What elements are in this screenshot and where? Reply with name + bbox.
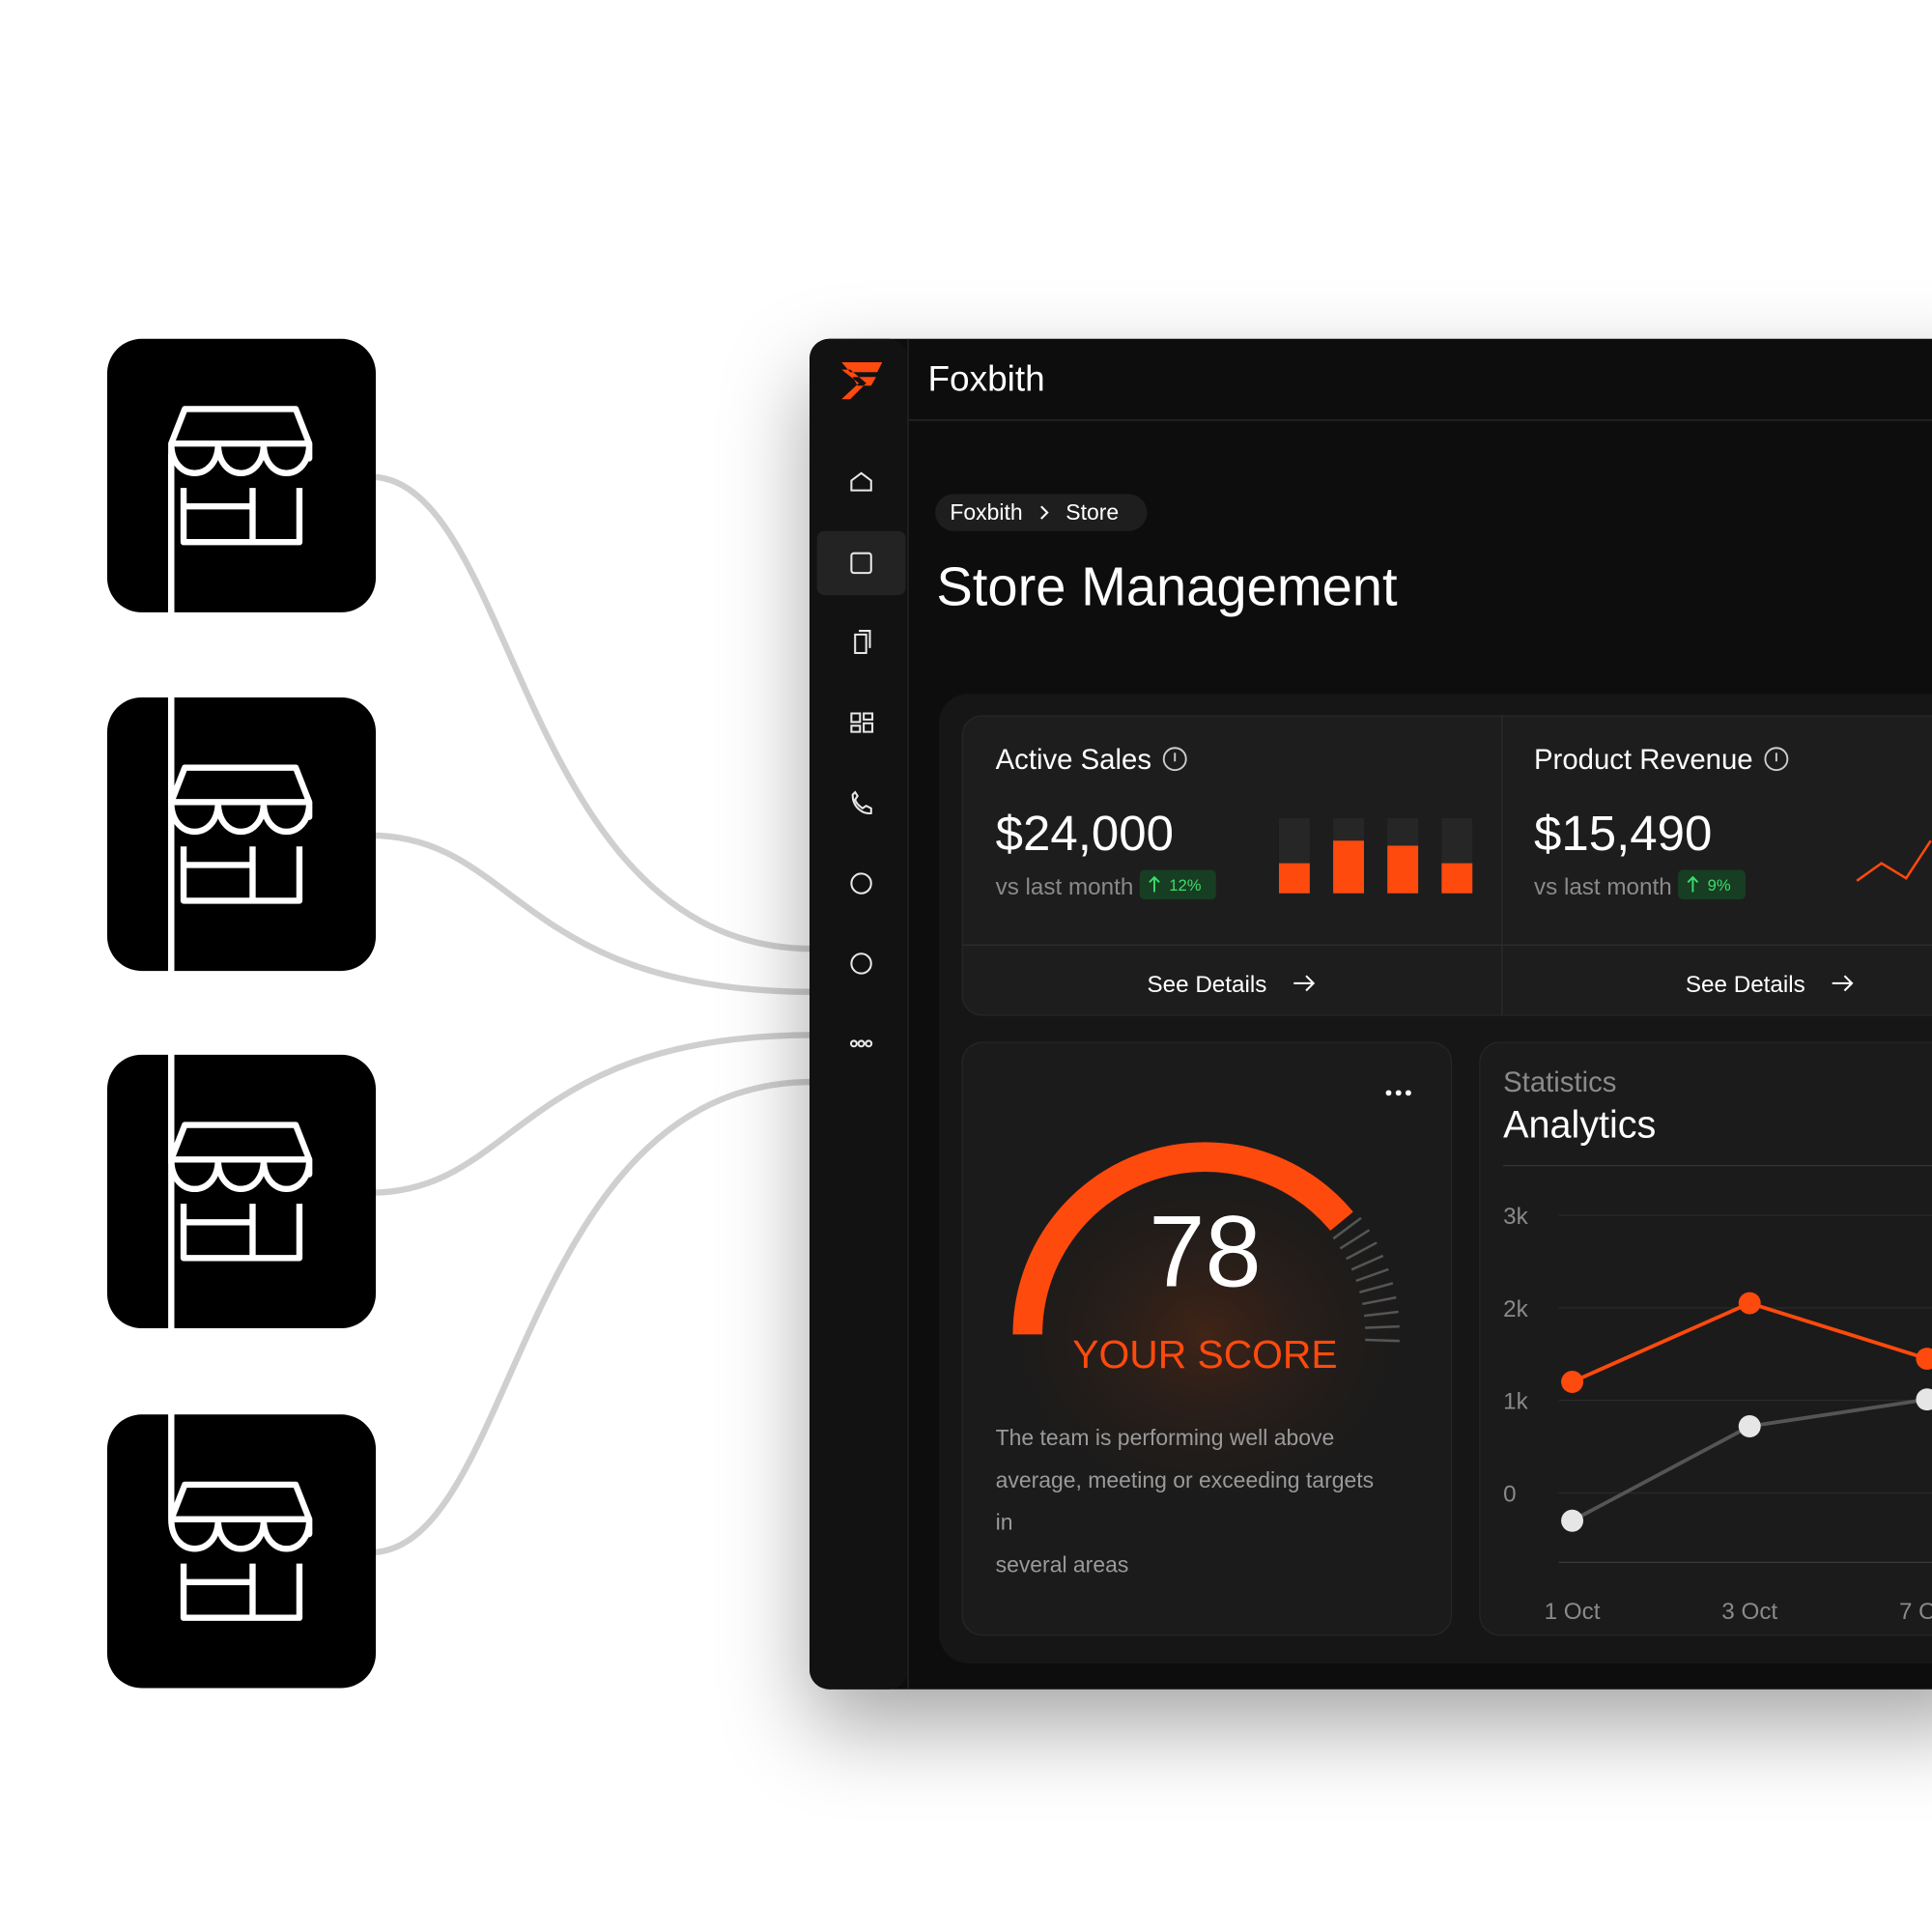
gauge-tick — [1350, 1254, 1384, 1271]
nav-icons — [849, 471, 874, 1048]
score-glow — [971, 1157, 1439, 1553]
series-point — [1738, 1415, 1761, 1437]
see-details[interactable]: See Details — [1686, 972, 1805, 998]
kpi-title: Active Sales — [996, 744, 1151, 776]
info-icon — [1764, 747, 1789, 772]
gauge-tick — [1339, 1229, 1371, 1250]
change-badge — [1678, 869, 1746, 900]
connector — [369, 832, 813, 995]
see-details[interactable]: See Details — [1148, 972, 1267, 998]
series-point — [1916, 1348, 1932, 1371]
gauge-tick — [1332, 1216, 1362, 1240]
dot — [1395, 1090, 1402, 1096]
connector — [369, 473, 813, 952]
gauge-tick — [1346, 1241, 1378, 1261]
kpi-title: Product Revenue — [1534, 744, 1753, 776]
store-icon — [168, 406, 313, 546]
y-tick-label: 2k — [1503, 1296, 1528, 1322]
breadcrumb-sep — [1040, 505, 1049, 520]
nav-docs[interactable] — [854, 630, 871, 655]
description-line: several areas — [996, 1551, 1129, 1577]
breadcrumb-item[interactable]: Foxbith — [950, 499, 1022, 525]
kpi-value: $15,490 — [1534, 806, 1712, 861]
kpi-change: 9% — [1708, 876, 1731, 895]
gauge-tick — [1362, 1295, 1397, 1306]
x-tick-label: 7 Oct — [1899, 1599, 1932, 1625]
store-icon — [168, 453, 313, 1621]
analytics-chart: 0 1k 2k 3k 1 Oct 3 Oct 7 Oct — [1503, 1204, 1932, 1625]
series-point — [1916, 1388, 1932, 1411]
see-details-arrow — [1832, 975, 1854, 992]
change-arrow — [1149, 875, 1160, 893]
gauge-tick — [1364, 1310, 1399, 1318]
nav-home[interactable] — [850, 471, 872, 492]
analytics-card — [1479, 1041, 1932, 1636]
spark-bar — [1333, 840, 1364, 894]
nav-store[interactable] — [850, 552, 872, 575]
nav-phone[interactable] — [851, 790, 872, 814]
gauge-tick — [1365, 1324, 1400, 1329]
spark-bar — [1387, 845, 1419, 894]
series-point — [1738, 1292, 1761, 1315]
analytics-title: Analytics — [1503, 1103, 1656, 1146]
kpi-compare: vs last month — [1534, 874, 1672, 900]
nav-coin[interactable] — [850, 952, 872, 975]
logo — [841, 362, 883, 400]
spark-line — [1856, 839, 1932, 882]
kpi-change: 12% — [1169, 876, 1201, 895]
score-label: YOUR SCORE — [1072, 1332, 1337, 1377]
store-tiles — [106, 338, 377, 1689]
connector — [369, 1078, 813, 1556]
description-line: The team is performing well above — [996, 1425, 1335, 1450]
nav-alert[interactable] — [850, 872, 872, 895]
change-arrow — [1687, 875, 1699, 893]
change-badge — [1139, 869, 1216, 900]
page-title: Store Management — [936, 555, 1398, 616]
connector — [369, 1032, 813, 1196]
nav-more[interactable] — [849, 1039, 858, 1048]
series-point — [1561, 1509, 1584, 1532]
nav-more — [865, 1039, 873, 1048]
gauge — [1012, 1142, 1400, 1343]
analytics-subtitle: Statistics — [1503, 1066, 1616, 1098]
breadcrumb-item[interactable]: Store — [1065, 499, 1119, 525]
card-menu[interactable] — [1385, 1090, 1411, 1096]
nav-active[interactable] — [816, 530, 906, 596]
see-details-arrow — [1293, 975, 1316, 992]
x-tick-label: 1 Oct — [1545, 1599, 1601, 1625]
y-tick-label: 3k — [1503, 1204, 1528, 1230]
nav-grid[interactable] — [850, 712, 874, 733]
description-line: average, meeting or exceeding targets — [996, 1467, 1374, 1492]
sidebar — [810, 338, 909, 1690]
spark-bar — [1441, 863, 1473, 894]
kpi-compare: vs last month — [996, 874, 1134, 900]
kpis: Active Sales $24,000 vs last month 12% See D… — [996, 744, 1932, 998]
gauge-tick — [1365, 1338, 1400, 1343]
gauge-tick — [1355, 1267, 1389, 1283]
gauge-arc — [1012, 1142, 1353, 1335]
dot — [1405, 1090, 1411, 1096]
breadcrumb-pill — [935, 494, 1148, 531]
nav-more — [857, 1039, 866, 1048]
score-value: 78 — [1149, 1196, 1261, 1309]
y-tick-label: 0 — [1503, 1481, 1516, 1507]
dot — [1385, 1090, 1392, 1096]
info-icon — [1162, 747, 1187, 772]
spark-bar — [1278, 863, 1310, 894]
connectors — [369, 473, 813, 1556]
description-line: in — [996, 1510, 1013, 1535]
x-tick-label: 3 Oct — [1721, 1599, 1777, 1625]
y-tick-label: 1k — [1503, 1389, 1528, 1415]
app-name: Foxbith — [927, 358, 1044, 398]
series-point — [1561, 1371, 1584, 1393]
gauge-tick — [1359, 1282, 1394, 1293]
score-description: The team is performing well above average… — [996, 1425, 1374, 1577]
kpi-value: $24,000 — [996, 806, 1174, 861]
